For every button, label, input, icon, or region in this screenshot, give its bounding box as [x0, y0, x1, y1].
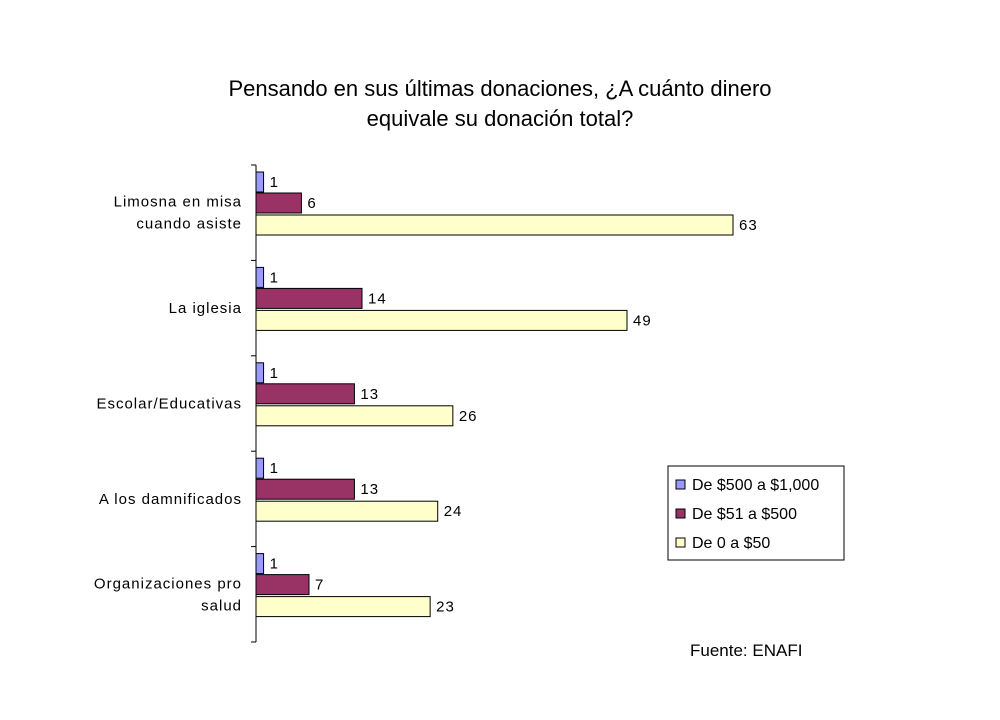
legend-swatch — [675, 508, 686, 519]
bar — [255, 478, 355, 500]
data-label: 7 — [315, 577, 324, 594]
bar — [255, 500, 439, 522]
data-label: 13 — [360, 481, 379, 498]
category-labels: Limosna en misa cuando asiste La iglesia Es… — [94, 194, 242, 615]
data-label: 1 — [270, 269, 279, 286]
bar — [255, 266, 265, 288]
data-label: 14 — [368, 290, 387, 307]
chart-title-line: Pensando en sus últimas donaciones, ¿A c… — [228, 76, 771, 101]
data-label: 63 — [739, 217, 758, 234]
bar — [255, 383, 355, 405]
category-label: La iglesia — [169, 300, 242, 317]
bar — [255, 574, 310, 596]
category-label: A los damnificados — [99, 491, 242, 508]
bar — [255, 309, 628, 331]
bar — [255, 362, 265, 384]
data-label: 24 — [444, 503, 463, 520]
category-label: Limosna en misa — [114, 194, 242, 211]
bar — [255, 596, 431, 618]
data-label: 23 — [436, 599, 455, 616]
category-label: cuando asiste — [136, 216, 242, 233]
bar — [255, 171, 265, 193]
bars: 1 1 1 1 1 6 14 13 13 7 63 49 26 24 23 — [255, 171, 758, 618]
legend-swatch — [675, 479, 686, 490]
bar — [255, 287, 363, 309]
legend-entry: De $51 a $500 — [692, 506, 797, 523]
chart-title: Pensando en sus últimas donaciones, ¿A c… — [228, 76, 771, 131]
data-label: 13 — [360, 386, 379, 403]
data-label: 26 — [459, 408, 478, 425]
category-axis — [251, 164, 257, 643]
category-label: salud — [201, 597, 242, 614]
bar — [255, 192, 302, 214]
data-label: 1 — [270, 365, 279, 382]
bar — [255, 553, 265, 575]
data-label: 1 — [270, 174, 279, 191]
legend-entry: De $500 a $1,000 — [692, 477, 819, 494]
data-label: 6 — [307, 195, 316, 212]
chart-title-line: equivale su donación total? — [367, 106, 634, 131]
bar — [255, 457, 265, 479]
category-label: Escolar/Educativas — [96, 396, 242, 413]
legend-box — [667, 465, 845, 561]
source-note: Fuente: ENAFI — [690, 641, 802, 660]
bar — [255, 405, 454, 427]
bar — [255, 214, 734, 236]
legend-entry: De 0 a $50 — [692, 535, 770, 552]
data-label: 49 — [633, 312, 652, 329]
data-label: 1 — [270, 556, 279, 573]
category-label: Organizaciones pro — [94, 575, 242, 592]
data-label: 1 — [270, 460, 279, 477]
legend: De $500 a $1,000 De $51 a $500 De 0 a $50 — [667, 465, 845, 561]
legend-swatch — [675, 537, 686, 548]
